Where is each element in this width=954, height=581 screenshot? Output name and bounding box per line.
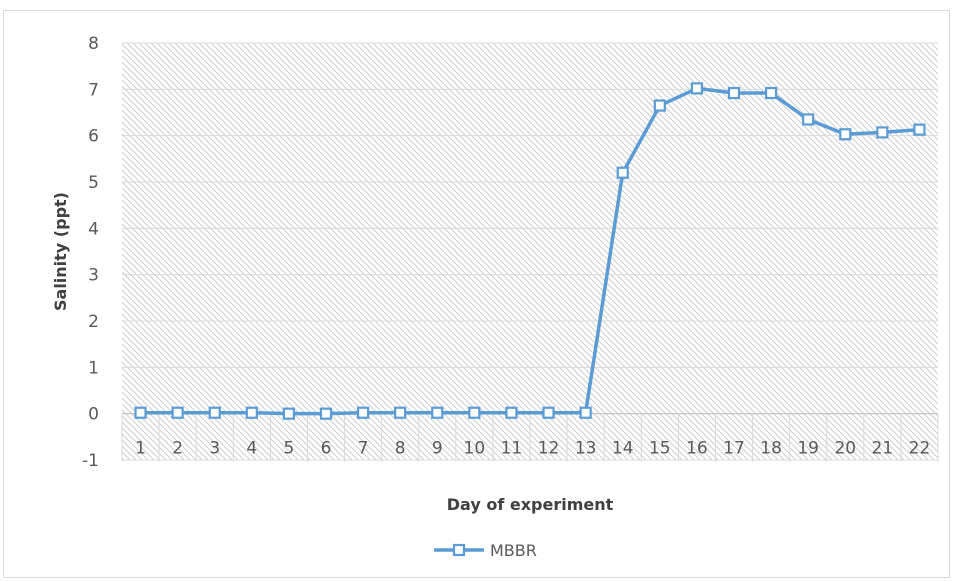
plot-area — [122, 43, 938, 460]
data-point — [727, 86, 741, 100]
data-point — [319, 407, 333, 420]
x-tick-label: 3 — [209, 439, 220, 459]
x-tick-label: 7 — [358, 439, 369, 459]
data-point — [764, 86, 778, 100]
chart-frame — [3, 10, 950, 578]
data-point — [171, 406, 184, 419]
data-point — [876, 126, 889, 139]
x-tick-label: 13 — [575, 439, 597, 459]
y-tick-label: 4 — [88, 219, 99, 239]
data-point — [579, 406, 592, 419]
data-point — [208, 406, 221, 419]
y-tick-label: 6 — [88, 127, 99, 147]
data-point — [542, 406, 555, 419]
y-tick-label: 7 — [88, 80, 99, 100]
series-group — [134, 82, 926, 420]
x-tick-label: 15 — [649, 439, 671, 459]
series-line — [140, 86, 920, 416]
x-tick-label: 14 — [612, 439, 634, 459]
legend: MBBR — [434, 541, 537, 560]
x-tick-label: 8 — [395, 439, 406, 459]
x-tick-labels: 1 2 3 4 5 6 7 8 9 10 11 12 13 14 15 16 17 18 19 20 21 22 — [135, 439, 930, 459]
x-tick-label: 12 — [538, 439, 560, 459]
legend-marker-icon — [452, 543, 466, 557]
gridlines — [121, 42, 939, 462]
data-point — [245, 406, 258, 419]
y-tick-label: 1 — [88, 358, 99, 378]
y-axis-title: Salinity (ppt) — [51, 192, 70, 311]
y-tick-label: 3 — [88, 266, 99, 286]
x-tick-label: 18 — [760, 439, 782, 459]
x-tick-label: 6 — [321, 439, 332, 459]
data-point — [394, 406, 407, 419]
x-axis-title: Day of experiment — [447, 495, 614, 514]
y-tick-label: -1 — [82, 451, 99, 471]
x-tick-label: 17 — [723, 439, 745, 459]
data-point — [839, 128, 852, 141]
y-tick-label: 8 — [88, 34, 99, 54]
y-tick-label: 2 — [88, 312, 99, 332]
data-point — [505, 406, 518, 419]
data-point — [913, 123, 926, 136]
y-tick-label: 0 — [88, 405, 99, 425]
data-point — [282, 407, 296, 420]
x-tick-label: 9 — [432, 439, 443, 459]
x-tick-label: 10 — [464, 439, 486, 459]
data-point — [468, 406, 481, 419]
x-tick-label: 19 — [797, 439, 819, 459]
x-tick-label: 5 — [283, 439, 294, 459]
x-tick-label: 22 — [909, 439, 931, 459]
x-tick-label: 11 — [501, 439, 523, 459]
x-tick-label: 16 — [686, 439, 708, 459]
x-tick-label: 20 — [834, 439, 856, 459]
x-tick-label: 2 — [172, 439, 183, 459]
x-tick-label: 4 — [246, 439, 257, 459]
data-point — [653, 99, 666, 112]
data-point — [690, 82, 704, 95]
x-tick-label: 21 — [872, 439, 894, 459]
x-tick-label: 1 — [135, 439, 146, 459]
y-tick-labels: -1 0 1 2 3 4 5 6 7 8 — [82, 34, 99, 471]
data-point — [134, 406, 147, 419]
data-point — [616, 166, 629, 179]
data-point — [356, 406, 370, 419]
data-point — [431, 406, 444, 419]
data-point — [802, 113, 815, 126]
y-tick-label: 5 — [88, 173, 99, 193]
legend-label: MBBR — [490, 541, 537, 560]
